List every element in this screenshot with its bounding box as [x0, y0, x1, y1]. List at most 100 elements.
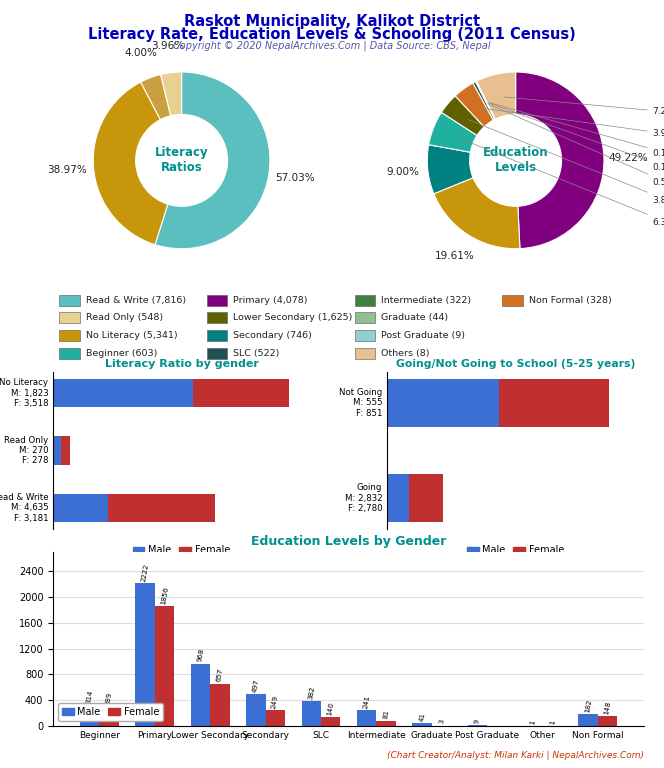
- Text: 3.96%: 3.96%: [151, 41, 185, 51]
- Bar: [53, 494, 108, 522]
- Bar: [53, 436, 61, 465]
- Legend: Male, Female: Male, Female: [58, 703, 163, 721]
- Text: Read Only (548): Read Only (548): [86, 313, 163, 323]
- Bar: [207, 313, 228, 323]
- Text: 49.22%: 49.22%: [609, 153, 649, 163]
- Text: Copyright © 2020 NepalArchives.Com | Data Source: CBS, Nepal: Copyright © 2020 NepalArchives.Com | Dat…: [173, 41, 491, 51]
- Text: Graduate (44): Graduate (44): [381, 313, 448, 323]
- Text: 6.30%: 6.30%: [457, 137, 664, 227]
- Text: 3.96%: 3.96%: [480, 108, 664, 138]
- Text: 0.11%: 0.11%: [489, 103, 664, 172]
- Text: 148: 148: [604, 700, 612, 715]
- Bar: [412, 723, 432, 726]
- Bar: [59, 295, 80, 306]
- Legend: Male, Female: Male, Female: [129, 541, 234, 559]
- Wedge shape: [473, 81, 495, 120]
- Bar: [59, 313, 80, 323]
- Bar: [207, 295, 228, 306]
- Text: 657: 657: [216, 668, 224, 683]
- Wedge shape: [476, 81, 495, 119]
- Bar: [155, 607, 174, 726]
- Text: 314: 314: [86, 690, 94, 704]
- Bar: [108, 494, 214, 522]
- Bar: [409, 475, 443, 522]
- Bar: [502, 295, 523, 306]
- Bar: [207, 348, 228, 359]
- Text: 57.03%: 57.03%: [276, 173, 315, 183]
- Bar: [301, 701, 321, 726]
- Wedge shape: [141, 74, 171, 120]
- Bar: [387, 379, 499, 426]
- Bar: [499, 379, 609, 426]
- Bar: [80, 706, 100, 726]
- Text: Non Formal (328): Non Formal (328): [529, 296, 612, 305]
- Text: 81: 81: [382, 710, 390, 720]
- Text: 382: 382: [307, 686, 315, 700]
- Text: 182: 182: [584, 698, 592, 713]
- Wedge shape: [434, 177, 520, 249]
- Wedge shape: [93, 82, 168, 245]
- Text: 241: 241: [363, 694, 371, 710]
- Bar: [578, 714, 598, 726]
- Text: 3.89%: 3.89%: [468, 120, 664, 204]
- Bar: [355, 295, 375, 306]
- Text: Raskot Municipality, Kalikot District: Raskot Municipality, Kalikot District: [184, 14, 480, 29]
- Legend: Male, Female: Male, Female: [463, 541, 568, 559]
- Text: 4.00%: 4.00%: [125, 48, 157, 58]
- Text: 289: 289: [105, 691, 114, 707]
- Text: 0.10%: 0.10%: [489, 103, 664, 157]
- Text: Intermediate (322): Intermediate (322): [381, 296, 471, 305]
- Text: 968: 968: [197, 648, 205, 663]
- Bar: [357, 710, 376, 726]
- Text: Lower Secondary (1,625): Lower Secondary (1,625): [233, 313, 353, 323]
- Bar: [135, 583, 155, 726]
- Text: 41: 41: [418, 712, 426, 722]
- Text: SLC (522): SLC (522): [233, 349, 280, 358]
- Text: Beginner (603): Beginner (603): [86, 349, 157, 358]
- Text: Others (8): Others (8): [381, 349, 430, 358]
- Text: 7.28%: 7.28%: [503, 97, 664, 116]
- Bar: [387, 475, 409, 522]
- Bar: [321, 717, 340, 726]
- Bar: [207, 330, 228, 341]
- Text: 0.53%: 0.53%: [487, 104, 664, 187]
- Text: 3: 3: [438, 719, 445, 724]
- Bar: [355, 348, 375, 359]
- Bar: [191, 664, 210, 726]
- Text: 1: 1: [548, 719, 556, 725]
- Text: 38.97%: 38.97%: [47, 165, 87, 175]
- Text: Literacy Rate, Education Levels & Schooling (2011 Census): Literacy Rate, Education Levels & School…: [88, 27, 576, 42]
- Text: Read & Write (7,816): Read & Write (7,816): [86, 296, 186, 305]
- Wedge shape: [456, 83, 493, 127]
- Text: 19.61%: 19.61%: [435, 251, 475, 261]
- Text: Education
Levels: Education Levels: [483, 147, 548, 174]
- Text: 9.00%: 9.00%: [386, 167, 420, 177]
- Bar: [376, 720, 396, 726]
- Bar: [598, 717, 618, 726]
- Text: Secondary (746): Secondary (746): [233, 331, 312, 340]
- Wedge shape: [427, 144, 473, 194]
- Text: 9: 9: [474, 719, 481, 724]
- Title: Going/Not Going to School (5-25 years): Going/Not Going to School (5-25 years): [396, 359, 635, 369]
- Bar: [193, 379, 290, 408]
- Text: 497: 497: [252, 678, 260, 693]
- Text: 1856: 1856: [160, 586, 169, 605]
- Wedge shape: [429, 112, 477, 152]
- Bar: [59, 330, 80, 341]
- Text: Literacy
Ratios: Literacy Ratios: [155, 147, 208, 174]
- Text: Post Graduate (9): Post Graduate (9): [381, 331, 465, 340]
- Bar: [266, 710, 285, 726]
- Bar: [355, 313, 375, 323]
- Bar: [210, 684, 230, 726]
- Text: 140: 140: [327, 701, 335, 716]
- Text: Primary (4,078): Primary (4,078): [233, 296, 308, 305]
- Bar: [246, 694, 266, 726]
- Bar: [53, 379, 193, 408]
- Bar: [100, 707, 119, 726]
- Wedge shape: [477, 72, 516, 119]
- Wedge shape: [442, 96, 484, 135]
- Text: 2222: 2222: [141, 563, 149, 582]
- Wedge shape: [161, 72, 181, 116]
- Wedge shape: [475, 81, 495, 119]
- Text: 249: 249: [271, 694, 280, 709]
